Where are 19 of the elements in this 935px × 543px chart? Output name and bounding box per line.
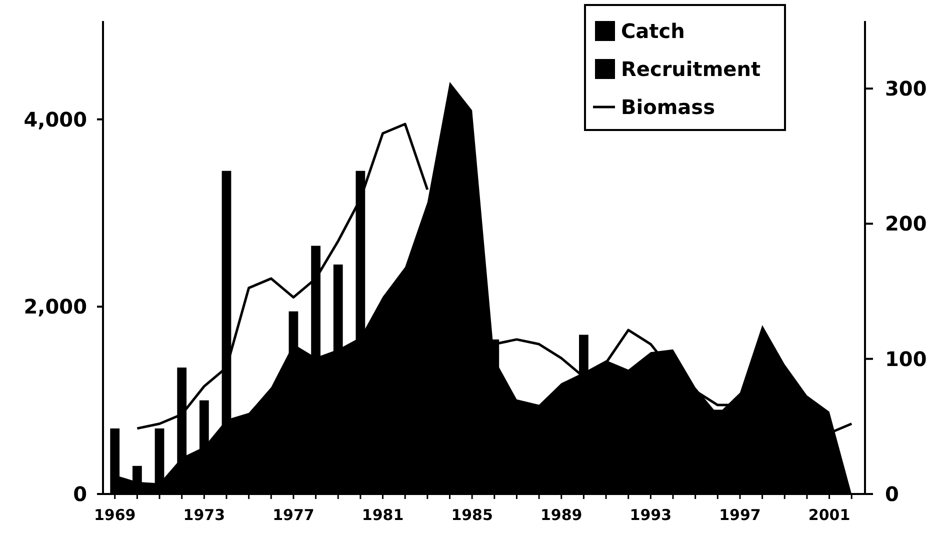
y-tick-label: 2,000 <box>24 294 87 319</box>
x-tick-label: 1981 <box>362 506 404 524</box>
y2-tick-label: 0 <box>885 482 899 506</box>
x-tick-label: 1989 <box>540 506 582 524</box>
x-tick-label: 1993 <box>630 506 672 524</box>
legend-label: Catch <box>621 19 685 43</box>
x-tick-label: 1969 <box>94 506 136 524</box>
x-tick-label: 2001 <box>808 506 850 524</box>
legend-label: Recruitment <box>621 57 761 81</box>
y-tick-label: 4,000 <box>24 107 87 132</box>
y2-tick-label: 100 <box>885 346 927 371</box>
x-tick-label: 1977 <box>272 506 314 524</box>
legend-label: Biomass <box>621 95 715 119</box>
y-tick-label: 0 <box>73 482 87 506</box>
x-tick-label: 1985 <box>451 506 493 524</box>
x-tick-label: 1997 <box>719 506 761 524</box>
y2-tick-label: 300 <box>885 76 927 101</box>
y2-tick-label: 200 <box>885 212 927 236</box>
x-tick-label: 1973 <box>183 506 226 524</box>
